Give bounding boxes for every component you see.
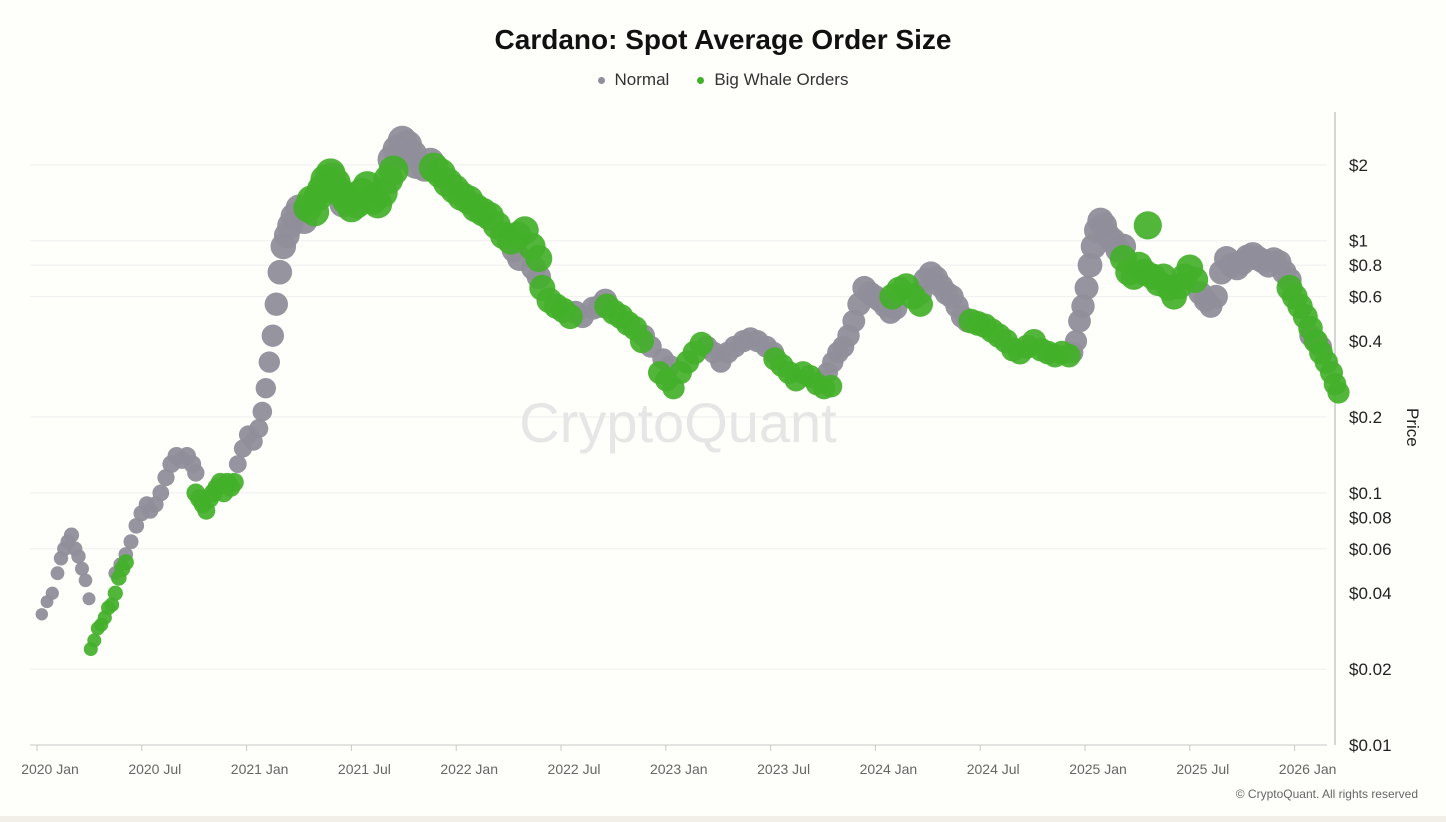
whale-order-point [1057,343,1081,368]
normal-order-point [78,573,93,588]
normal-order-point [63,527,80,543]
y-tick-label: $0.6 [1349,288,1382,307]
normal-order-point [71,549,86,564]
legend-normal-label: Normal [614,70,670,89]
normal-order-point [75,561,89,576]
normal-order-point [267,259,293,285]
normal-order-point [45,586,59,600]
normal-order-point [157,469,175,487]
legend-whale-marker [697,76,705,84]
watermark: CryptoQuant [519,391,837,454]
x-tick-label: 2020 Jan [21,761,79,777]
x-tick-label: 2022 Jan [440,761,498,777]
x-tick-label: 2021 Jul [338,761,391,777]
whale-order-point [819,374,843,398]
normal-order-point [252,401,273,422]
normal-order-point [1077,252,1103,278]
x-tick-label: 2023 Jul [757,761,810,777]
whale-order-point [378,155,409,186]
bottom-band [0,816,1446,822]
normal-order-point [255,378,276,399]
normal-order-point [264,292,288,316]
normal-order-point [261,324,284,347]
whale-order-point [87,633,102,648]
chart-title: Cardano: Spot Average Order Size [494,24,952,55]
x-tick-label: 2025 Jan [1069,761,1127,777]
normal-order-point [128,518,145,534]
y-axis-title: Price [1403,408,1422,447]
y-tick-label: $0.01 [1349,736,1392,755]
normal-order-point [82,592,96,606]
normal-order-point [228,455,247,473]
legend-whale-label: Big Whale Orders [714,70,849,89]
normal-order-point [1074,275,1099,300]
y-tick-label: $0.06 [1349,540,1392,559]
x-tick-label: 2024 Jan [860,761,918,777]
whale-order-point [104,597,120,613]
legend-normal-marker [597,76,605,84]
y-tick-label: $0.08 [1349,508,1392,527]
y-tick-label: $0.2 [1349,408,1382,427]
x-tick-label: 2022 Jul [548,761,601,777]
normal-order-point [258,351,280,373]
whale-order-point [107,585,123,601]
y-tick-label: $0.1 [1349,484,1382,503]
normal-order-point [123,534,139,550]
whale-order-point [525,245,553,272]
y-tick-label: $2 [1349,156,1368,175]
whale-order-point [224,472,244,492]
y-tick-label: $0.04 [1349,584,1392,603]
whale-order-point [907,291,933,317]
y-tick-label: $0.02 [1349,660,1392,679]
normal-order-point [35,608,48,621]
y-tick-label: $0.4 [1349,332,1382,351]
normal-order-point [1204,284,1228,309]
normal-order-point [50,566,65,581]
legend: Normal Big Whale Orders [0,70,1446,90]
whale-order-point [557,304,583,330]
normal-order-point [187,464,205,482]
whale-order-point [1133,211,1162,240]
whale-order-point [1327,381,1350,404]
whale-order-point [629,329,655,354]
x-tick-label: 2023 Jan [650,761,708,777]
y-tick-label: $1 [1349,232,1368,251]
whale-order-point [117,554,134,571]
x-tick-label: 2021 Jan [231,761,289,777]
normal-order-point [152,484,170,502]
x-tick-label: 2026 Jan [1279,761,1337,777]
normal-order-point [249,419,269,438]
normal-order-point [1071,294,1095,318]
whale-order-point [1181,266,1209,293]
legend-item-normal[interactable]: Normal [597,70,670,90]
x-tick-label: 2020 Jul [128,761,181,777]
whale-order-point [689,331,714,356]
x-tick-label: 2024 Jul [967,761,1020,777]
copyright-notice: © CryptoQuant. All rights reserved [1235,787,1418,801]
y-tick-label: $0.8 [1349,256,1382,275]
x-tick-label: 2025 Jul [1176,761,1229,777]
legend-item-whale[interactable]: Big Whale Orders [697,70,848,90]
